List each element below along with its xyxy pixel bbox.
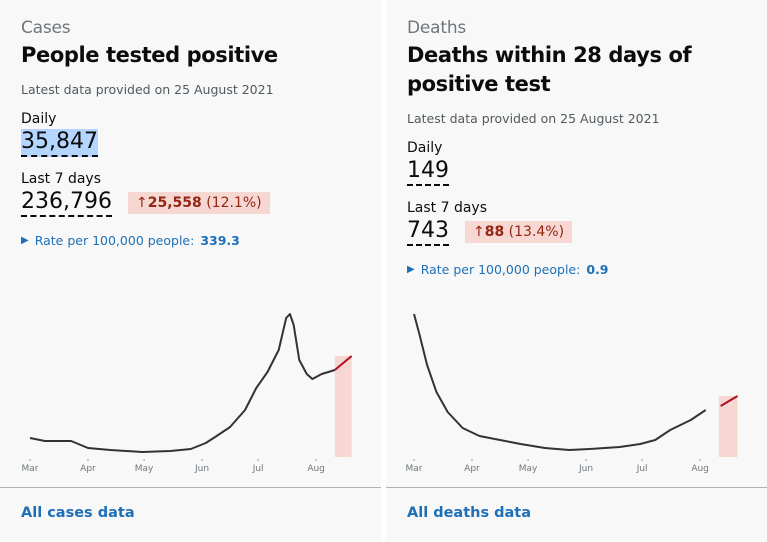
x-tick-label: Aug [691,464,709,474]
series-line [413,313,707,451]
triangle-right-icon: ▶ [21,235,29,246]
recent-series-line [720,395,739,407]
arrow-up-icon: ↑ [473,224,485,240]
daily-label: Daily [21,111,57,127]
card-title: People tested positive [21,43,278,67]
rate-toggle[interactable]: ▶ Rate per 100,000 people: 339.3 [21,233,381,248]
deaths-card: Deaths Deaths within 28 days of positive… [386,0,767,542]
rate-label: Rate per 100,000 people: [420,262,581,277]
cases-card: Cases People tested positive Latest data… [0,0,381,542]
card-footer: All deaths data [386,487,767,521]
x-tick-label: May [135,464,154,474]
x-tick-label: Jul [252,464,264,474]
x-tick-label: May [519,464,538,474]
latest-data-date: Latest data provided on 25 August 2021 [407,111,660,126]
daily-value[interactable]: 35,847 [21,129,98,157]
series-line [29,313,336,453]
last-7-days-value[interactable]: 236,796 [21,189,112,217]
triangle-right-icon: ▶ [407,264,415,275]
change-badge: ↑88 (13.4%) [465,221,573,243]
recent-series-line [334,355,353,371]
all-data-link[interactable]: All deaths data [407,505,532,521]
recent-period-shading [334,356,352,457]
change-value: 25,558 [147,195,202,211]
recent-period-shading [718,396,738,457]
x-tick-label: Apr [464,464,480,474]
x-tick-label: Aug [307,464,325,474]
x-tick-label: Apr [80,464,96,474]
last-7-days-label: Last 7 days [21,171,102,187]
rate-toggle[interactable]: ▶ Rate per 100,000 people: 0.9 [407,262,767,277]
x-tick-label: Jun [578,464,593,474]
card-title: Deaths within 28 days of positive test [407,43,692,96]
last-7-days-label: Last 7 days [407,200,488,216]
change-badge: ↑25,558 (12.1%) [127,192,270,214]
last-7-days-value[interactable]: 743 [407,218,449,246]
rate-label: Rate per 100,000 people: [34,233,195,248]
daily-value[interactable]: 149 [407,158,449,186]
latest-data-date: Latest data provided on 25 August 2021 [21,82,274,97]
sparkline-chart: Mar Apr May Jun Jul Aug [406,313,739,474]
x-tick-label: Jul [636,464,648,474]
x-tick-label: Mar [22,464,39,474]
change-percent: (13.4%) [508,224,565,240]
x-tick-label: Jun [194,464,209,474]
all-data-link[interactable]: All cases data [21,505,135,521]
card-footer: All cases data [0,487,381,521]
daily-label: Daily [407,140,443,156]
arrow-up-icon: ↑ [135,195,148,211]
rate-value: 0.9 [586,262,609,277]
change-value: 88 [484,224,505,240]
card-caption: Deaths [407,18,467,38]
rate-value: 339.3 [200,233,240,248]
card-caption: Cases [21,18,71,38]
change-percent: (12.1%) [206,195,262,211]
x-tick-label: Mar [406,464,423,474]
sparkline-chart: Mar Apr May Jun Jul Aug [22,313,353,474]
